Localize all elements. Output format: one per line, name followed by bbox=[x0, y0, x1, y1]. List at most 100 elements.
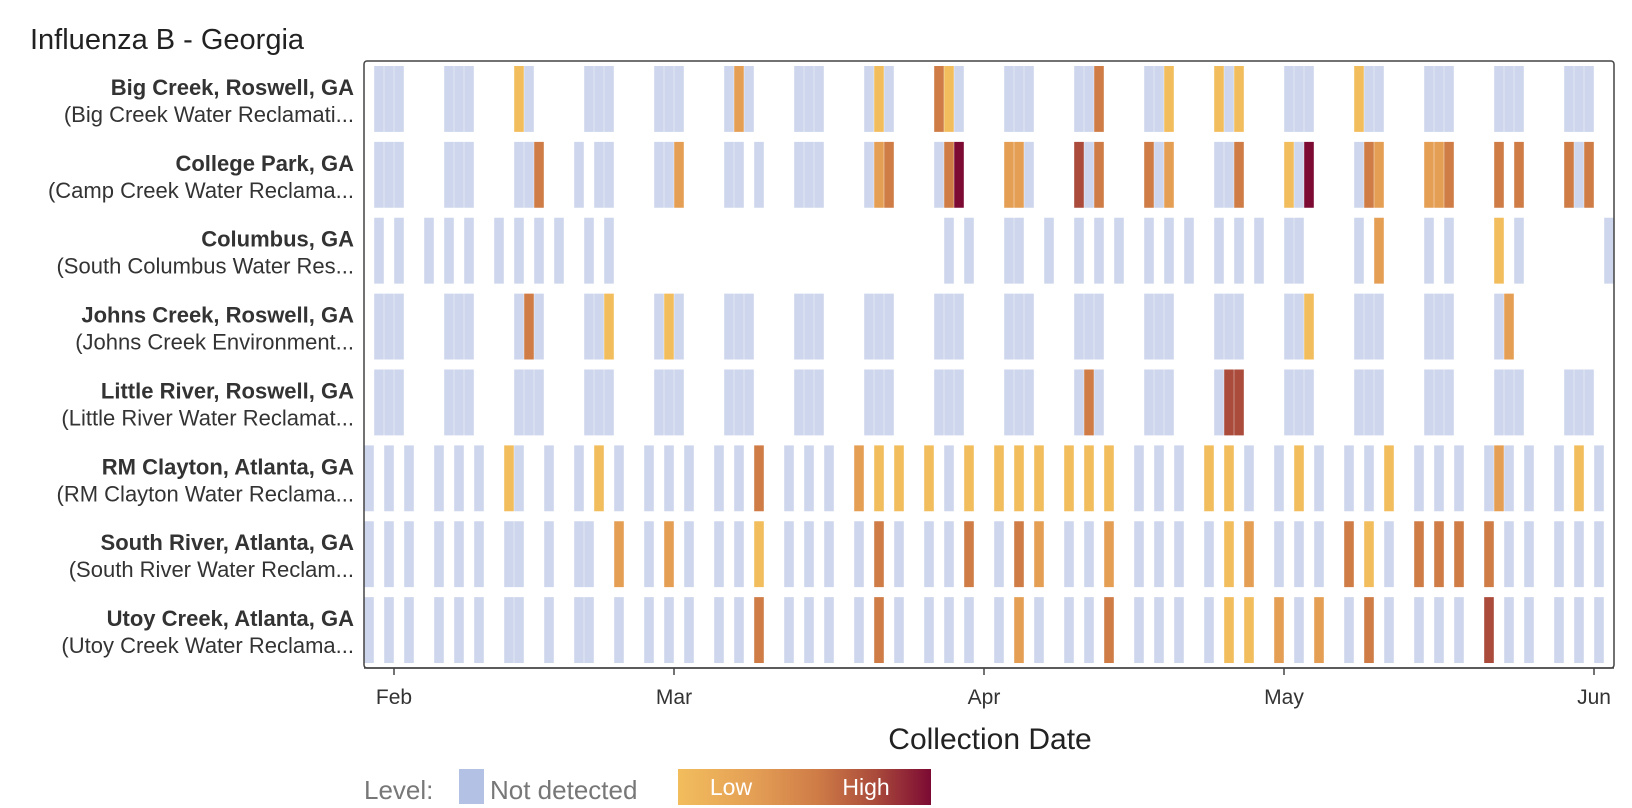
heatmap-cell[interactable]: 2025-05-21 bbox=[1484, 597, 1494, 664]
heatmap-cell[interactable]: 2025-03-19 bbox=[854, 445, 864, 512]
heatmap-cell[interactable]: 2025-04-23 bbox=[1204, 445, 1214, 512]
heatmap-cell[interactable]: 2025-02-08 bbox=[464, 293, 474, 360]
heatmap-cell[interactable]: 2025-04-11 bbox=[1084, 521, 1094, 588]
heatmap-cell[interactable]: 2025-04-27 bbox=[1244, 521, 1254, 588]
heatmap-cell[interactable]: 2025-02-21 bbox=[594, 369, 604, 436]
heatmap-cell[interactable]: 2025-03-09 bbox=[754, 521, 764, 588]
heatmap-cell[interactable]: 2025-04-26 bbox=[1234, 66, 1244, 132]
heatmap-cell[interactable]: 2025-03-14 bbox=[804, 445, 814, 512]
heatmap-cell[interactable]: 2025-03-21 bbox=[874, 66, 884, 132]
heatmap-cell[interactable]: 2025-05-24 bbox=[1514, 369, 1524, 436]
heatmap-cell[interactable]: 2025-03-22 bbox=[884, 293, 894, 360]
heatmap-cell[interactable]: 2025-03-29 bbox=[954, 141, 964, 208]
heatmap-cell[interactable]: 2025-06-01 bbox=[1594, 597, 1604, 664]
heatmap-cell[interactable]: 2025-01-31 bbox=[384, 521, 394, 588]
heatmap-cell[interactable]: 2025-02-07 bbox=[454, 445, 464, 512]
heatmap-cell[interactable]: 2025-04-11 bbox=[1084, 597, 1094, 664]
heatmap-cell[interactable]: 2025-02-15 bbox=[534, 217, 544, 284]
heatmap-cell[interactable]: 2025-05-30 bbox=[1574, 369, 1584, 436]
heatmap-cell[interactable]: 2025-02-27 bbox=[654, 141, 664, 208]
heatmap-cell[interactable]: 2025-04-13 bbox=[1104, 445, 1114, 512]
heatmap-cell[interactable]: 2025-04-25 bbox=[1224, 293, 1234, 360]
heatmap-cell[interactable]: 2025-05-01 bbox=[1284, 66, 1294, 132]
heatmap-cell[interactable]: 2025-05-15 bbox=[1424, 141, 1434, 208]
heatmap-cell[interactable]: 2025-02-26 bbox=[644, 521, 654, 588]
heatmap-cell[interactable]: 2025-05-30 bbox=[1574, 141, 1584, 208]
heatmap-cell[interactable]: 2025-05-23 bbox=[1504, 445, 1514, 512]
heatmap-cell[interactable]: 2025-04-05 bbox=[1024, 293, 1034, 360]
heatmap-cell[interactable]: 2025-04-07 bbox=[1044, 217, 1054, 284]
heatmap-cell[interactable]: 2025-03-07 bbox=[734, 521, 744, 588]
heatmap-cell[interactable]: 2025-05-23 bbox=[1504, 369, 1514, 436]
heatmap-cell[interactable]: 2025-04-19 bbox=[1164, 293, 1174, 360]
heatmap-cell[interactable]: 2025-03-05 bbox=[714, 597, 724, 664]
heatmap-cell[interactable]: 2025-03-14 bbox=[804, 369, 814, 436]
heatmap-cell[interactable]: 2025-04-25 bbox=[1224, 369, 1234, 436]
heatmap-cell[interactable]: 2025-03-20 bbox=[864, 369, 874, 436]
heatmap-cell[interactable]: 2025-04-19 bbox=[1164, 66, 1174, 132]
heatmap-cell[interactable]: 2025-03-20 bbox=[864, 293, 874, 360]
heatmap-cell[interactable]: 2025-05-09 bbox=[1364, 597, 1374, 664]
heatmap-cell[interactable]: 2025-04-02 bbox=[994, 445, 1004, 512]
heatmap-cell[interactable]: 2025-05-02 bbox=[1294, 141, 1304, 208]
heatmap-cell[interactable]: 2025-04-04 bbox=[1014, 445, 1024, 512]
heatmap-cell[interactable]: 2025-03-20 bbox=[864, 66, 874, 132]
heatmap-cell[interactable]: 2025-05-16 bbox=[1434, 521, 1444, 588]
heatmap-cell[interactable]: 2025-05-11 bbox=[1384, 597, 1394, 664]
heatmap-cell[interactable]: 2025-03-14 bbox=[804, 141, 814, 208]
heatmap-cell[interactable]: 2025-02-14 bbox=[524, 141, 534, 208]
heatmap-cell[interactable]: 2025-05-04 bbox=[1314, 597, 1324, 664]
heatmap-cell[interactable]: 2025-05-09 bbox=[1364, 293, 1374, 360]
heatmap-cell[interactable]: 2025-06-01 bbox=[1594, 521, 1604, 588]
heatmap-cell[interactable]: 2025-05-22 bbox=[1494, 66, 1504, 132]
heatmap-cell[interactable]: 2025-05-29 bbox=[1564, 141, 1574, 208]
heatmap-cell[interactable]: 2025-03-14 bbox=[804, 521, 814, 588]
heatmap-cell[interactable]: 2025-05-09 bbox=[1364, 141, 1374, 208]
heatmap-cell[interactable]: 2025-02-06 bbox=[444, 66, 454, 132]
heatmap-cell[interactable]: 2025-02-26 bbox=[644, 445, 654, 512]
heatmap-cell[interactable]: 2025-02-14 bbox=[524, 293, 534, 360]
heatmap-cell[interactable]: 2025-02-01 bbox=[394, 293, 404, 360]
heatmap-cell[interactable]: 2025-03-30 bbox=[964, 597, 974, 664]
heatmap-cell[interactable]: 2025-04-12 bbox=[1094, 66, 1104, 132]
heatmap-cell[interactable]: 2025-05-25 bbox=[1524, 597, 1534, 664]
heatmap-cell[interactable]: 2025-04-04 bbox=[1014, 293, 1024, 360]
heatmap-cell[interactable]: 2025-02-20 bbox=[584, 66, 594, 132]
heatmap-cell[interactable]: 2025-02-22 bbox=[604, 217, 614, 284]
heatmap-cell[interactable]: 2025-05-21 bbox=[1484, 521, 1494, 588]
heatmap-cell[interactable]: 2025-03-29 bbox=[954, 293, 964, 360]
heatmap-cell[interactable]: 2025-02-16 bbox=[544, 597, 554, 664]
heatmap-cell[interactable]: 2025-03-28 bbox=[944, 445, 954, 512]
heatmap-cell[interactable]: 2025-05-08 bbox=[1354, 141, 1364, 208]
heatmap-cell[interactable]: 2025-02-27 bbox=[654, 66, 664, 132]
heatmap-cell[interactable]: 2025-04-20 bbox=[1174, 521, 1184, 588]
heatmap-cell[interactable]: 2025-03-22 bbox=[884, 369, 894, 436]
heatmap-cell[interactable]: 2025-03-01 bbox=[674, 293, 684, 360]
heatmap-cell[interactable]: 2025-02-07 bbox=[454, 66, 464, 132]
heatmap-cell[interactable]: 2025-04-26 bbox=[1234, 293, 1244, 360]
heatmap-cell[interactable]: 2025-05-11 bbox=[1384, 521, 1394, 588]
heatmap-cell[interactable]: 2025-05-08 bbox=[1354, 66, 1364, 132]
heatmap-cell[interactable]: 2025-04-25 bbox=[1224, 66, 1234, 132]
heatmap-cell[interactable]: 2025-02-19 bbox=[574, 597, 584, 664]
heatmap-cell[interactable]: 2025-05-09 bbox=[1364, 521, 1374, 588]
heatmap-cell[interactable]: 2025-05-18 bbox=[1454, 597, 1464, 664]
heatmap-cell[interactable]: 2025-05-07 bbox=[1344, 597, 1354, 664]
heatmap-cell[interactable]: 2025-03-20 bbox=[864, 141, 874, 208]
heatmap-cell[interactable]: 2025-02-13 bbox=[514, 445, 524, 512]
heatmap-cell[interactable]: 2025-05-15 bbox=[1424, 293, 1434, 360]
heatmap-cell[interactable]: 2025-03-30 bbox=[964, 521, 974, 588]
heatmap-cell[interactable]: 2025-03-13 bbox=[794, 66, 804, 132]
heatmap-cell[interactable]: 2025-03-07 bbox=[734, 445, 744, 512]
heatmap-cell[interactable]: 2025-05-10 bbox=[1374, 66, 1384, 132]
heatmap-cell[interactable]: 2025-04-18 bbox=[1154, 445, 1164, 512]
heatmap-cell[interactable]: 2025-05-02 bbox=[1294, 293, 1304, 360]
heatmap-cell[interactable]: 2025-04-11 bbox=[1084, 293, 1094, 360]
heatmap-cell[interactable]: 2025-05-16 bbox=[1434, 445, 1444, 512]
heatmap-cell[interactable]: 2025-03-16 bbox=[824, 597, 834, 664]
heatmap-cell[interactable]: 2025-04-26 bbox=[1234, 141, 1244, 208]
heatmap-cell[interactable]: 2025-05-22 bbox=[1494, 293, 1504, 360]
heatmap-cell[interactable]: 2025-02-13 bbox=[514, 141, 524, 208]
heatmap-cell[interactable]: 2025-02-11 bbox=[494, 217, 504, 284]
heatmap-cell[interactable]: 2025-01-30 bbox=[374, 369, 384, 436]
